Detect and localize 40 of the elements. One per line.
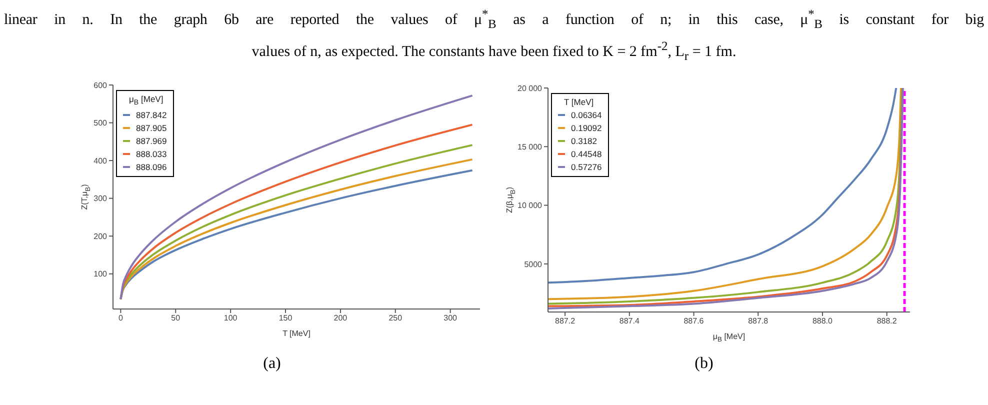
y-tick-label: 5000 [524, 260, 543, 269]
y-tick-label: 10 000 [518, 201, 543, 210]
x-tick-label: 887.8 [748, 316, 769, 326]
text: (a) [263, 355, 281, 372]
x-tick-label: 888.2 [876, 316, 898, 326]
legend-label: 888.096 [136, 162, 167, 172]
legend-label: 0.44548 [571, 149, 602, 159]
y-tick-label: 300 [94, 194, 108, 204]
y-tick-label: 600 [94, 80, 108, 90]
legend-label: 887.842 [136, 110, 167, 120]
text: values of n, as expected. The constants have been fixed to K = 2 fm$^{-2}$, L$_{r}$ = 1 fm. [252, 39, 736, 63]
legend-label: 888.033 [136, 148, 167, 159]
x-axis-title: T [MeV] [282, 329, 310, 338]
legend-title: μ$_{B}$ [MeV] [129, 94, 164, 107]
text: (b) [694, 355, 714, 372]
x-tick-label: 250 [388, 314, 403, 323]
y-tick-label: 400 [94, 156, 108, 166]
x-axis-title: μ$_{B}$ [MeV] [712, 332, 746, 344]
x-tick-label: 100 [224, 314, 238, 323]
y-tick-label: 15 000 [518, 142, 543, 152]
x-tick-label: 50 [171, 314, 181, 323]
x-tick-label: 150 [278, 314, 293, 323]
legend-label: 0.57276 [571, 162, 602, 172]
y-tick-label: 100 [94, 270, 108, 279]
x-tick-label: 887.4 [619, 316, 640, 326]
legend-label: 887.969 [136, 136, 167, 146]
legend-label: 0.06364 [571, 110, 602, 120]
legend-label: 887.905 [136, 122, 167, 133]
y-tick-label: 200 [94, 232, 108, 241]
x-tick-label: 200 [334, 314, 348, 323]
x-tick-label: 888.0 [812, 316, 834, 326]
y-tick-label: 500 [94, 118, 108, 128]
legend-label: 0.19092 [571, 123, 602, 133]
y-tick-label: 20 000 [518, 84, 543, 93]
x-tick-label: 0 [118, 314, 124, 323]
x-tick-label: 887.6 [684, 316, 704, 326]
x-tick-label: 300 [444, 314, 458, 323]
legend-title: T [MeV] [564, 97, 594, 107]
legend-label: 0.3182 [571, 136, 597, 146]
x-tick-label: 887.2 [555, 316, 576, 326]
